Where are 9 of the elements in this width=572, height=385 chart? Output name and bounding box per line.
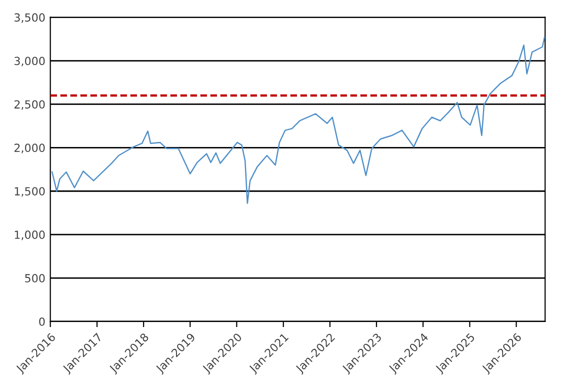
- y-tick-label: 1,000: [14, 230, 45, 240]
- y-tick-label: 2,000: [14, 144, 45, 154]
- y-tick-label: 2,500: [14, 100, 45, 110]
- y-tick-label: 3,000: [14, 56, 45, 66]
- y-tick-label: 1,500: [14, 187, 45, 197]
- line-series: [51, 36, 546, 204]
- y-tick-label: 500: [25, 274, 45, 282]
- y-tick-label: 0: [39, 317, 45, 326]
- y-tick-label: 3,500: [14, 13, 45, 23]
